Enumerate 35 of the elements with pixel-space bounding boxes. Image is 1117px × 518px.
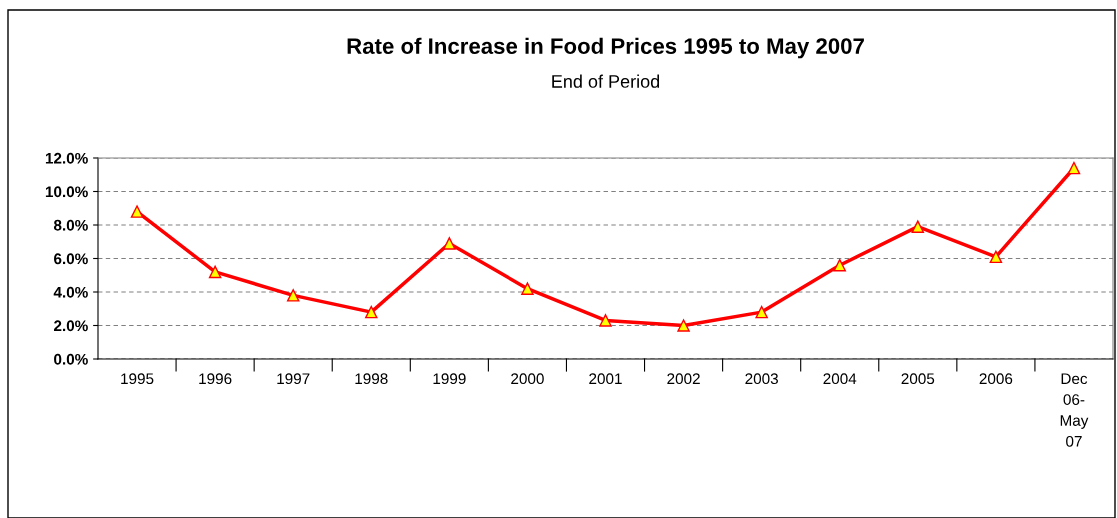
- x-tick-label: 2001: [589, 373, 622, 385]
- x-tick-label: 2000: [511, 373, 544, 385]
- point: [599, 314, 612, 327]
- point: [521, 282, 534, 295]
- y-tick-label: 2.0%: [53, 320, 88, 332]
- x-tick-label: 2002: [667, 373, 700, 385]
- y-tick-label: 12.0%: [45, 152, 88, 164]
- x-tick-label: 1996: [199, 373, 232, 385]
- point: [443, 237, 456, 250]
- y-tick-label: 6.0%: [54, 253, 88, 265]
- y-tick-label: 8.0%: [53, 219, 88, 231]
- y-tick-label: 4.0%: [53, 286, 88, 298]
- point: [1067, 161, 1081, 175]
- y-tick-label: 10.0%: [45, 186, 88, 198]
- point: [208, 265, 222, 279]
- x-tick-label: 1999: [433, 373, 466, 385]
- y-tick-label: 0.0%: [54, 353, 88, 365]
- x-tick-label: Dec 06- May 07: [1060, 373, 1089, 447]
- x-tick-label: 1998: [355, 373, 388, 385]
- point: [365, 305, 378, 319]
- x-tick-label: 2003: [745, 373, 778, 385]
- point: [130, 205, 144, 218]
- point: [677, 319, 690, 332]
- x-tick-label: 1995: [121, 373, 154, 385]
- point: [989, 250, 1003, 264]
- point: [911, 220, 925, 233]
- point: [286, 289, 300, 302]
- point: [833, 258, 846, 272]
- x-tick-label: 2006: [979, 373, 1013, 385]
- chart-title: Rate of Increase in Food Prices 1995 to May 2007: [347, 37, 864, 59]
- point: [755, 305, 768, 319]
- x-tick-label: 2005: [901, 373, 935, 385]
- chart-subtitle: End of Period: [552, 74, 660, 88]
- x-tick-label: 1997: [277, 373, 310, 385]
- x-tick-label: 2004: [823, 373, 857, 385]
